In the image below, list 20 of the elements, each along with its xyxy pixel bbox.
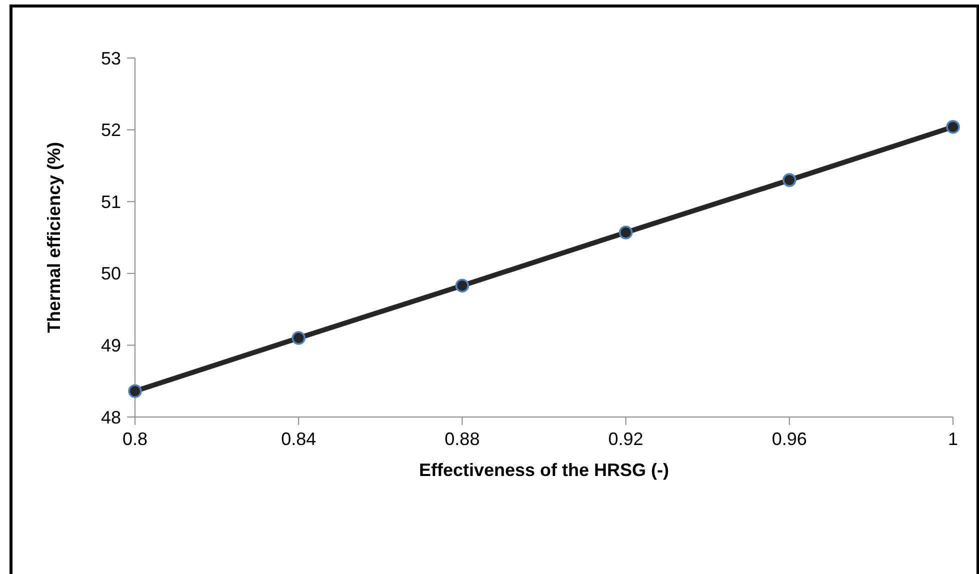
y-tick-label: 49 [100,336,121,356]
x-tick-label: 0.8 [122,429,148,449]
y-tick-label: 48 [100,407,121,428]
point [782,173,796,187]
x-axis-title: Effectiveness of the HRSG (-) [418,460,670,480]
x-tick-label: 1 [948,429,958,449]
y-tick-label: 51 [100,192,121,212]
y-tick-label: 53 [100,48,121,68]
point [946,120,960,134]
point [455,278,470,293]
y-tick-label: 50 [100,264,121,284]
x-tick-label: 0.96 [772,429,807,449]
y-tick-label: 52 [100,120,121,140]
point [128,384,142,398]
x-tick-label: 0.84 [281,429,316,449]
point [292,331,306,345]
x-tick-label: 0.88 [444,429,480,449]
x-tick-label: 0.92 [608,429,644,449]
point [618,226,633,240]
y-axis-title: Thermal efficiency (%) [44,142,64,334]
